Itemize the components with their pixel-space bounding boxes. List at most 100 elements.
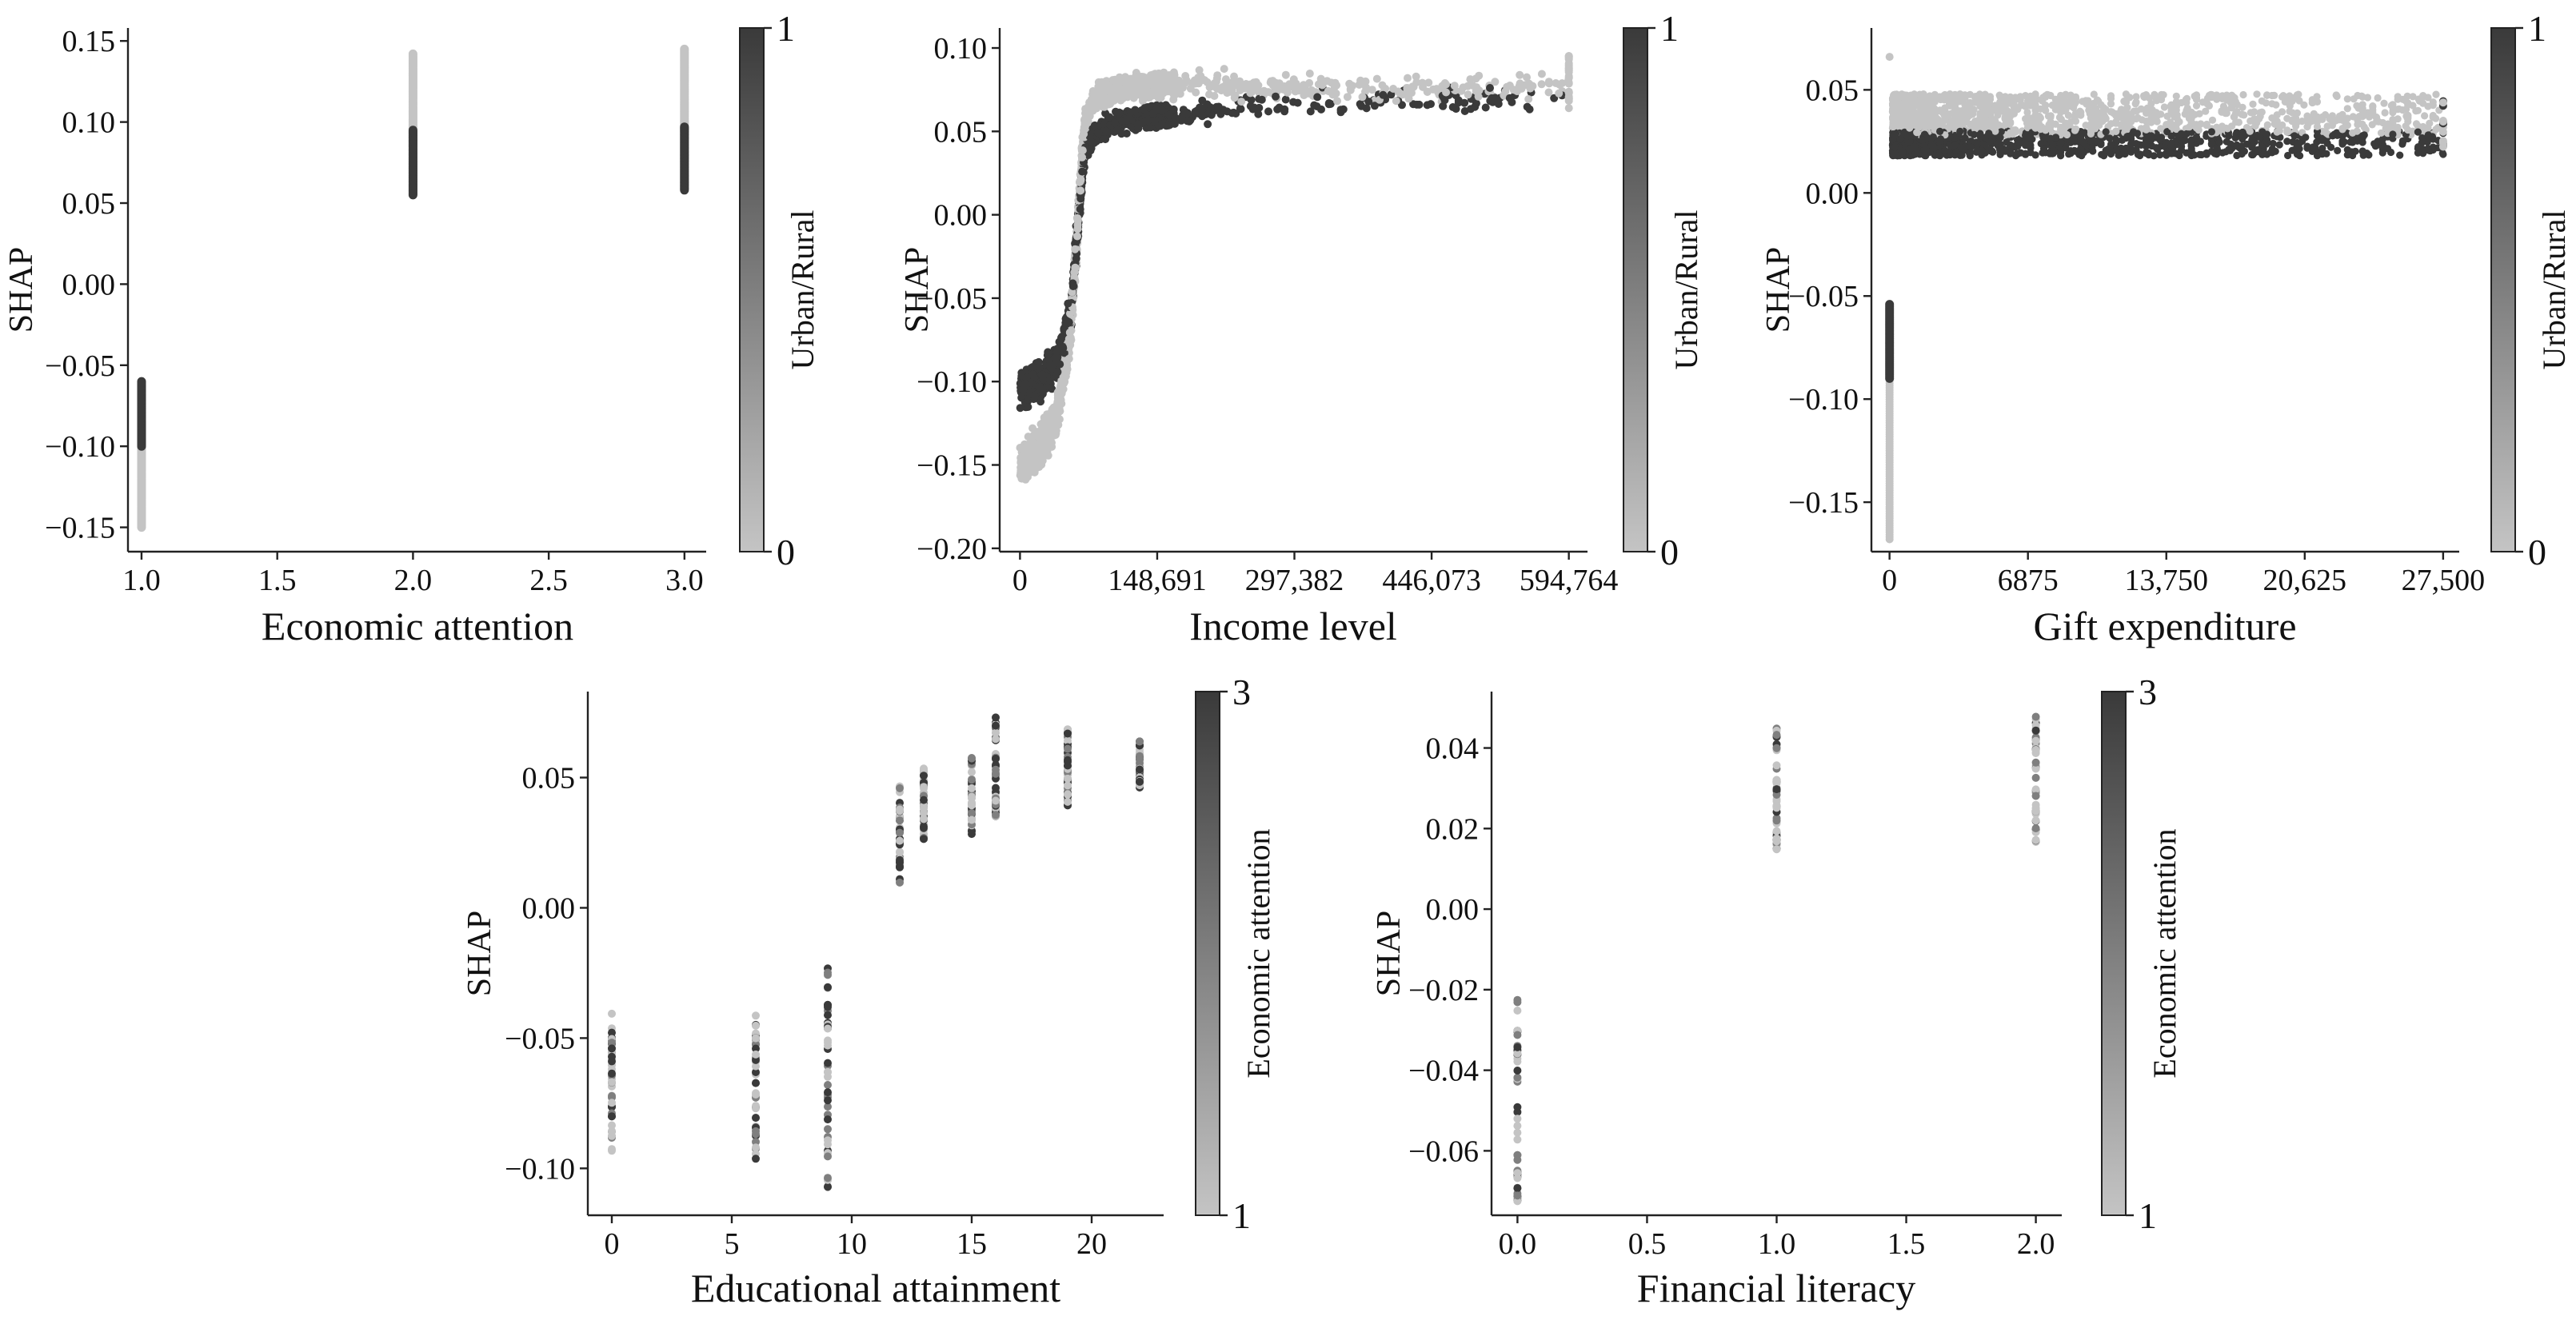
data-point: [1053, 368, 1062, 377]
data-point: [2246, 127, 2254, 135]
x-axis-title: Income level: [1189, 604, 1397, 648]
x-tick-label: 297,382: [1245, 564, 1344, 597]
data-point: [1113, 126, 1121, 134]
data-point: [1220, 65, 1228, 74]
data-point: [2042, 106, 2050, 114]
data-point: [2239, 103, 2247, 111]
data-point: [1016, 404, 1024, 413]
data-point: [1045, 361, 1054, 369]
data-point: [1501, 87, 1510, 96]
y-tick-label: −0.05: [45, 349, 115, 383]
data-point: [2215, 138, 2223, 146]
data-point: [1018, 457, 1027, 465]
colorbar-max-label: 1: [1660, 8, 1679, 49]
data-point: [1378, 81, 1387, 90]
y-tick-label: 0.00: [62, 268, 116, 301]
data-point: [1057, 389, 1066, 397]
data-point: [1537, 80, 1546, 89]
data-point: [1094, 129, 1103, 138]
data-point: [1231, 81, 1240, 90]
data-point: [1105, 113, 1114, 122]
data-point: [2094, 97, 2102, 105]
data-point: [1221, 75, 1230, 84]
data-point: [1063, 361, 1071, 369]
colorbar-max-label: 1: [777, 8, 795, 49]
data-point: [1281, 95, 1290, 104]
data-point: [1448, 103, 1457, 111]
data-point: [1398, 101, 1406, 110]
data-point: [1055, 396, 1064, 405]
y-tick-label: −0.20: [917, 532, 987, 566]
data-point: [1544, 88, 1553, 97]
data-point: [2051, 120, 2059, 128]
data-point: [1100, 102, 1108, 111]
data-point: [1076, 194, 1085, 203]
x-tick-label: 594,764: [1520, 564, 1619, 597]
data-point: [1392, 97, 1400, 106]
data-point: [1028, 363, 1037, 372]
y-tick-label: −0.15: [45, 512, 115, 545]
data-point: [2290, 132, 2298, 140]
data-point: [1356, 100, 1364, 109]
y-tick-label: 0.10: [62, 106, 116, 140]
data-point: [2310, 144, 2318, 152]
data-point: [1038, 389, 1047, 398]
data-point: [1113, 90, 1122, 99]
data-point: [2100, 152, 2108, 160]
data-point: [1442, 88, 1451, 97]
data-point: [1064, 299, 1072, 308]
data-point: [1370, 102, 1379, 110]
data-point: [1428, 85, 1437, 94]
x-tick-label: 3.0: [665, 564, 704, 597]
data-point: [2126, 94, 2134, 102]
data-point: [1264, 107, 1272, 116]
data-point: [1409, 100, 1418, 109]
data-points: [1016, 52, 1573, 484]
data-point: [1304, 89, 1312, 98]
data-point: [1323, 77, 1332, 86]
data-point: [2374, 94, 2382, 102]
data-point: [1940, 96, 1948, 104]
data-point: [1564, 79, 1573, 88]
data-point: [2150, 152, 2158, 160]
data-point: [1170, 119, 1179, 128]
data-point: [1078, 146, 1087, 155]
data-point: [1275, 82, 1284, 91]
data-point: [2196, 150, 2204, 158]
data-point: [680, 44, 689, 54]
data-point: [1491, 94, 1500, 102]
data-point: [1254, 81, 1263, 90]
data-point: [1064, 317, 1073, 326]
colorbar-title: Urban/Rural: [785, 210, 821, 370]
data-point: [1356, 76, 1365, 85]
data-point: [1358, 93, 1367, 102]
data-point: [1115, 108, 1124, 117]
data-point: [1230, 94, 1239, 102]
data-point: [1368, 86, 1376, 94]
data-point: [2253, 90, 2261, 98]
data-point: [1459, 83, 1468, 92]
y-axis-title: SHAP: [3, 247, 40, 333]
data-point: [2387, 102, 2395, 110]
data-point: [1467, 105, 1475, 114]
data-point: [2239, 90, 2247, 99]
data-point: [1024, 473, 1032, 481]
data-point: [1119, 117, 1128, 126]
data-point: [1195, 66, 1204, 74]
data-point: [1171, 86, 1180, 94]
data-point: [1281, 70, 1290, 79]
data-point: [1090, 121, 1099, 130]
data-point: [2263, 121, 2271, 129]
data-point: [2421, 112, 2429, 120]
data-point: [1246, 89, 1255, 98]
data-point: [1072, 254, 1080, 263]
data-point: [1412, 72, 1420, 81]
data-point: [1073, 232, 1081, 241]
data-point: [1052, 353, 1060, 361]
data-point: [1160, 71, 1168, 80]
data-point: [2298, 118, 2306, 126]
data-point: [1523, 73, 1531, 82]
data-point: [1232, 110, 1240, 118]
data-point: [1018, 463, 1027, 472]
